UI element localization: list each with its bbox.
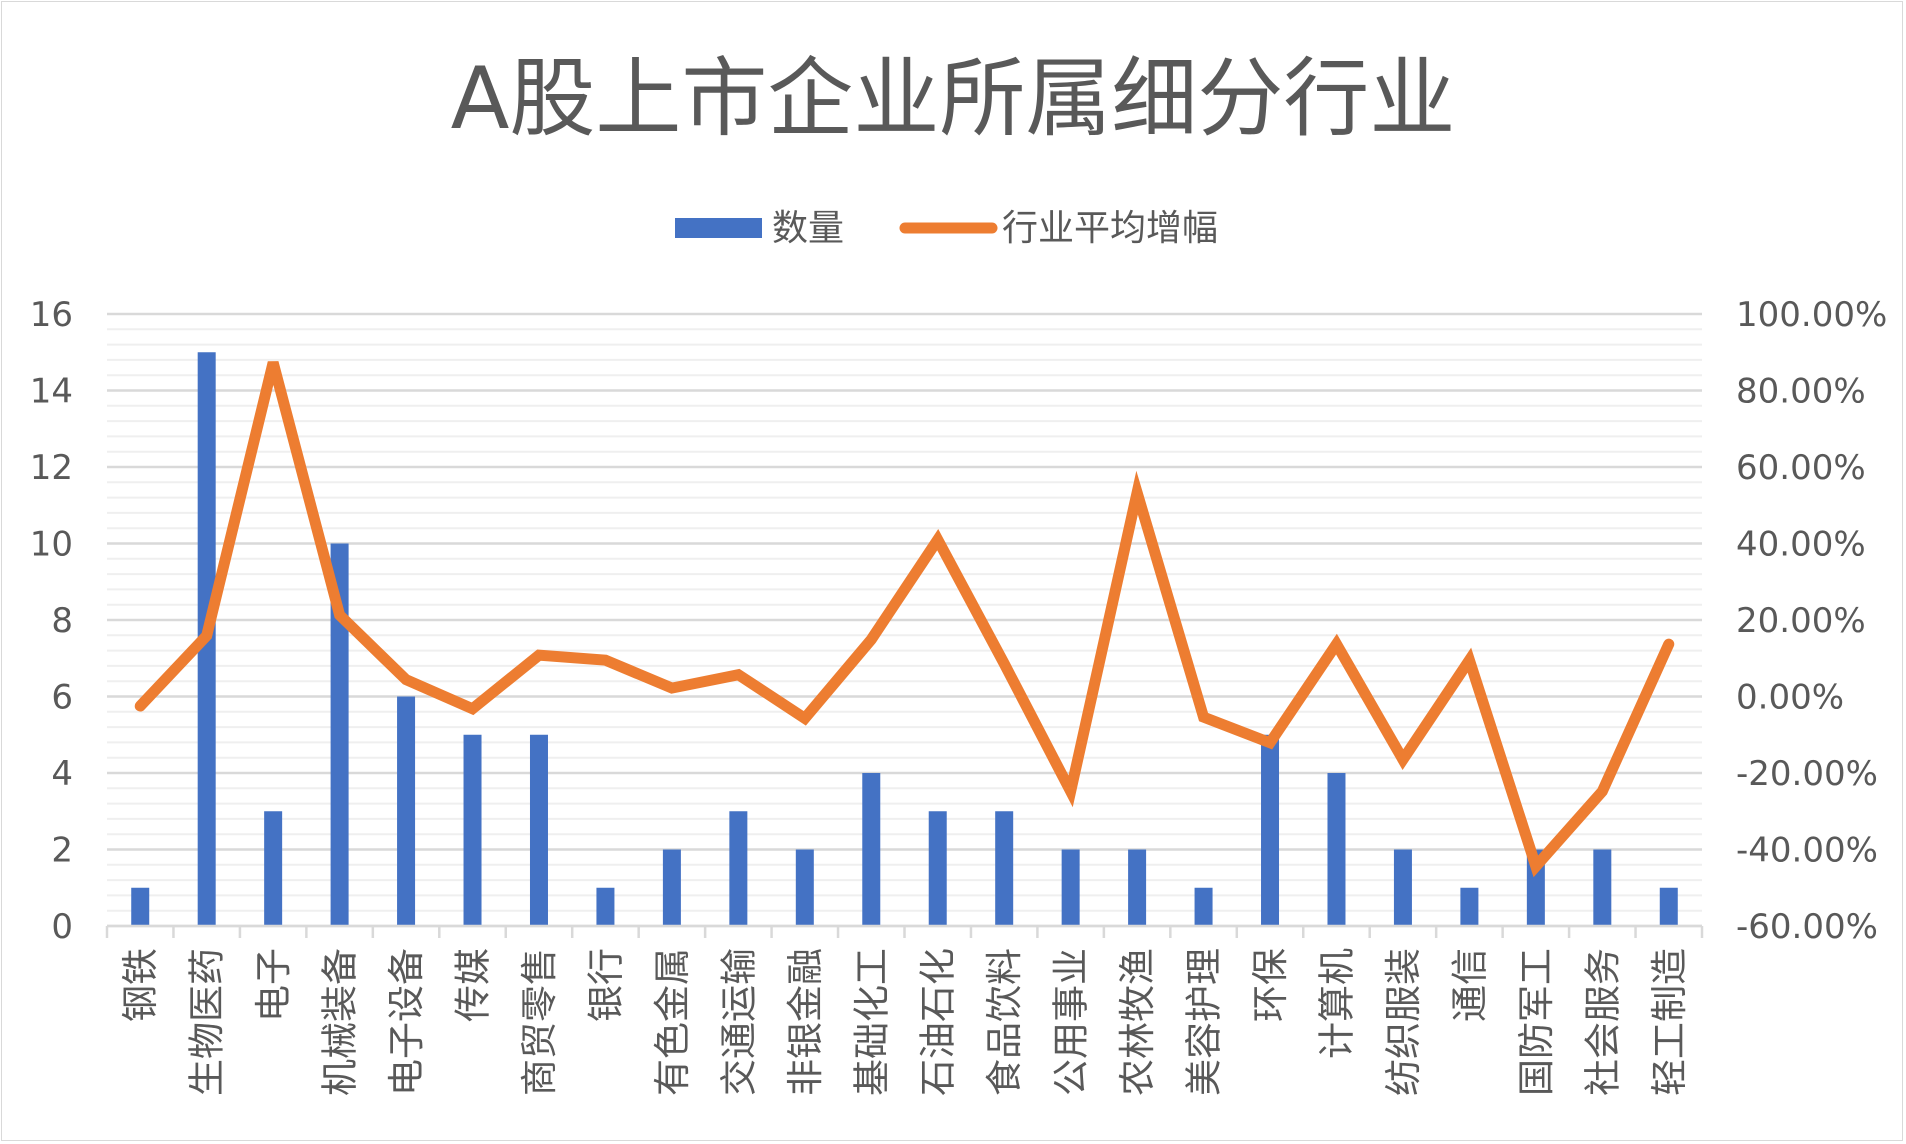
bar (264, 811, 283, 926)
category-label: 交通运输 (717, 948, 760, 1096)
legend: 数量 行业平均增幅 (675, 208, 1218, 249)
bar (729, 811, 748, 926)
bar (330, 543, 349, 926)
right-tick-label: 60.00% (1736, 448, 1866, 488)
right-tick-label: -40.00% (1736, 831, 1878, 871)
bar (995, 811, 1014, 926)
left-tick-label: 12 (30, 448, 73, 488)
bar (1061, 849, 1080, 926)
left-tick-label: 14 (30, 372, 73, 412)
category-label: 美容护理 (1183, 948, 1226, 1096)
bar (1261, 734, 1280, 926)
bar (1327, 773, 1346, 926)
right-tick-label: -60.00% (1736, 907, 1878, 947)
category-label: 非银金融 (784, 948, 827, 1096)
category-label: 社会服务 (1581, 948, 1624, 1096)
bar (397, 696, 416, 926)
chart-title: A股上市企业所属细分行业 (451, 49, 1456, 149)
category-label: 石油石化 (917, 948, 960, 1096)
category-label: 银行 (584, 948, 627, 1022)
bar (1593, 849, 1612, 926)
right-tick-label: 80.00% (1736, 372, 1866, 412)
category-label: 农林牧渔 (1116, 948, 1159, 1096)
bar (463, 734, 482, 926)
right-tick-label: 0.00% (1736, 678, 1844, 718)
left-tick-label: 6 (51, 678, 73, 718)
bar (795, 849, 814, 926)
right-tick-label: 40.00% (1736, 525, 1866, 565)
bar (928, 811, 947, 926)
left-tick-label: 16 (30, 295, 73, 335)
right-tick-label: 20.00% (1736, 601, 1866, 641)
bar (1659, 887, 1678, 926)
bar (529, 734, 548, 926)
left-tick-label: 8 (51, 601, 73, 641)
category-label: 国防军工 (1515, 948, 1558, 1096)
category-label: 电子 (252, 948, 295, 1022)
legend-bar-swatch (675, 218, 762, 238)
category-label: 计算机 (1315, 948, 1358, 1059)
legend-bar-label: 数量 (772, 208, 844, 249)
bar (131, 887, 150, 926)
category-label: 有色金属 (651, 948, 694, 1096)
category-label: 基础化工 (850, 948, 893, 1096)
right-tick-label: 100.00% (1736, 295, 1887, 335)
category-label: 传媒 (452, 948, 495, 1022)
bar (1194, 887, 1213, 926)
left-tick-label: 4 (51, 754, 73, 794)
left-tick-label: 2 (51, 831, 73, 871)
bar (596, 887, 615, 926)
bar (1128, 849, 1147, 926)
category-label: 食品饮料 (983, 948, 1026, 1096)
bar (862, 773, 881, 926)
category-label: 生物医药 (186, 948, 229, 1096)
category-label: 钢铁 (119, 948, 162, 1022)
category-label: 商贸零售 (518, 948, 561, 1096)
bar (662, 849, 681, 926)
category-label: 机械装备 (319, 948, 362, 1096)
category-label: 通信 (1448, 948, 1491, 1022)
category-label: 公用事业 (1050, 948, 1093, 1096)
left-tick-label: 0 (51, 907, 73, 947)
right-tick-label: -20.00% (1736, 754, 1878, 794)
left-tick-label: 10 (30, 525, 73, 565)
category-label: 轻工制造 (1648, 948, 1691, 1096)
category-label: 电子设备 (385, 948, 428, 1096)
bar (1393, 849, 1412, 926)
legend-line-label: 行业平均增幅 (1002, 208, 1218, 249)
growth-line (134, 361, 1675, 878)
category-label: 环保 (1249, 948, 1292, 1022)
bar (1460, 887, 1479, 926)
category-label: 纺织服装 (1382, 948, 1425, 1096)
